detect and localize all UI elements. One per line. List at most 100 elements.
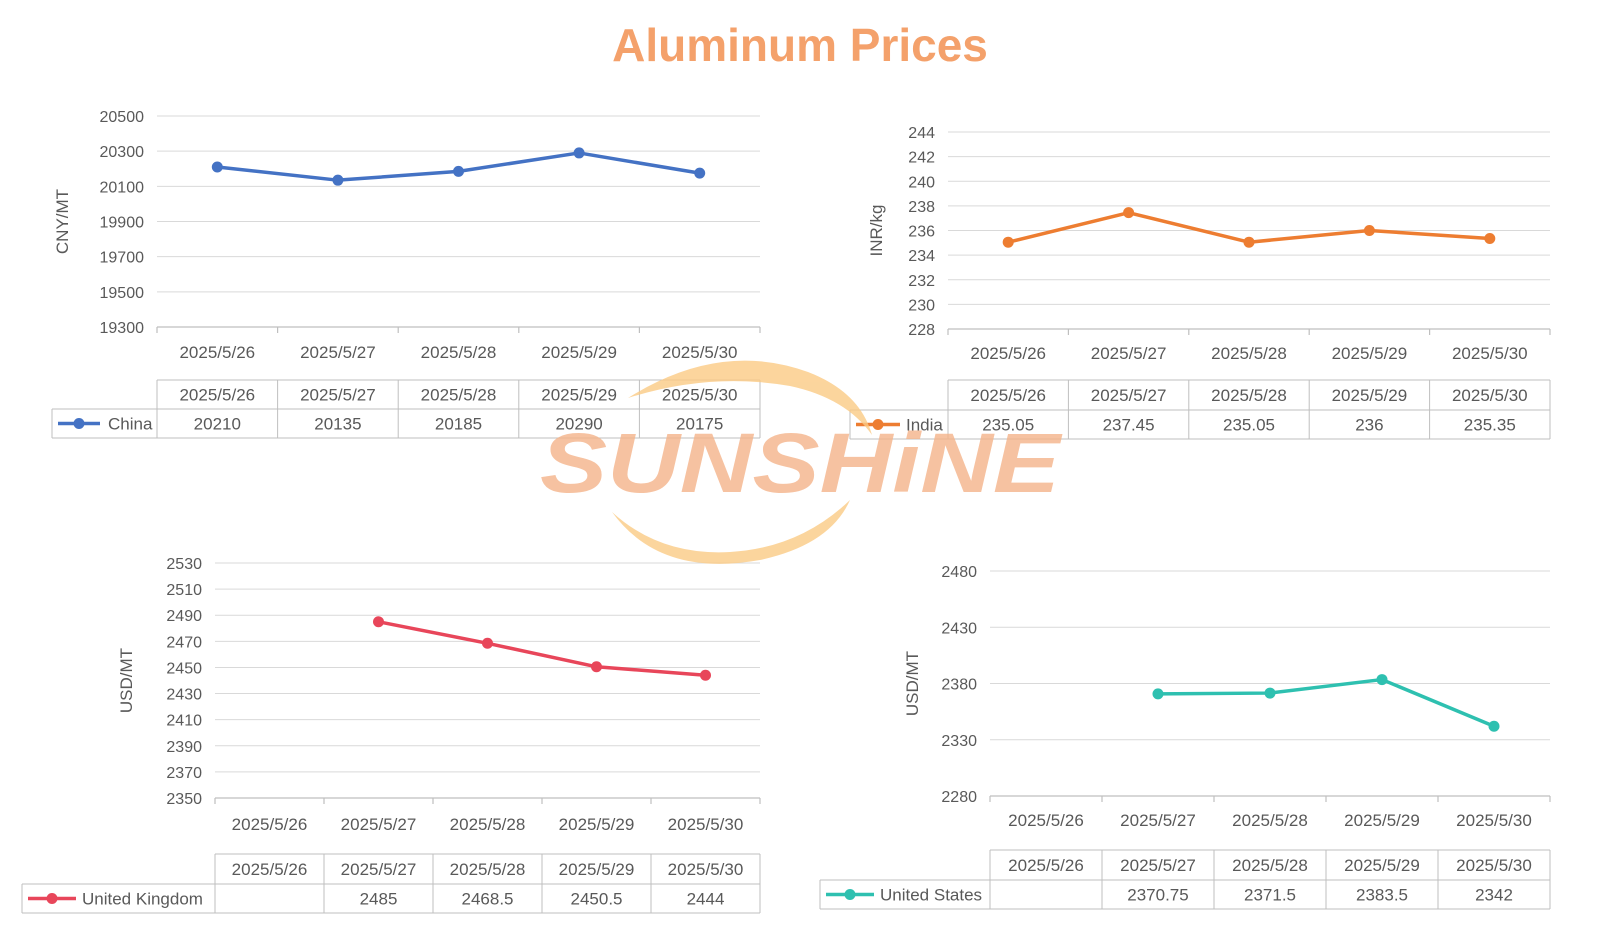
uk-table-value-cell: 2444 <box>687 890 725 909</box>
us-y-tick-label: 2480 <box>941 564 977 581</box>
page-title: Aluminum Prices <box>612 19 988 71</box>
china-data-point <box>573 147 585 159</box>
india-table-value-cell: 237.45 <box>1103 416 1155 435</box>
china-y-axis-label: CNY/MT <box>53 189 72 254</box>
india-y-tick-label: 244 <box>908 125 935 142</box>
india-x-tick-label: 2025/5/29 <box>1332 344 1408 363</box>
uk-legend-marker <box>46 893 58 904</box>
uk-x-tick-label: 2025/5/26 <box>232 815 308 834</box>
uk-data-point <box>700 669 711 681</box>
uk-y-tick-label: 2490 <box>166 608 202 625</box>
china-data-point <box>332 174 344 186</box>
china-y-tick-label: 19700 <box>100 250 145 267</box>
us-data-point <box>1376 674 1388 686</box>
us-data-point <box>1264 687 1276 699</box>
us-table-value-cell: 2370.75 <box>1127 886 1188 905</box>
uk-table-value-cell: 2468.5 <box>462 890 514 909</box>
us-x-tick-label: 2025/5/27 <box>1120 811 1196 830</box>
uk-y-tick-label: 2430 <box>166 687 202 704</box>
us-table-header-cell: 2025/5/30 <box>1456 856 1532 875</box>
china-data-point <box>694 167 706 179</box>
us-y-tick-label: 2430 <box>941 620 977 637</box>
india-table-header-cell: 2025/5/30 <box>1452 386 1528 405</box>
uk-x-tick-label: 2025/5/28 <box>450 815 526 834</box>
china-y-tick-label: 20100 <box>100 179 145 196</box>
india-y-tick-label: 238 <box>908 199 935 216</box>
us-x-tick-label: 2025/5/30 <box>1456 811 1532 830</box>
uk-x-tick-label: 2025/5/29 <box>559 815 635 834</box>
china-y-tick-label: 19500 <box>100 285 145 302</box>
china-x-tick-label: 2025/5/26 <box>179 343 255 362</box>
india-table-header-cell: 2025/5/29 <box>1332 386 1408 405</box>
uk-x-tick-label: 2025/5/30 <box>668 815 744 834</box>
india-y-tick-label: 240 <box>908 174 935 191</box>
uk-y-tick-label: 2410 <box>166 713 202 730</box>
china-table-value-cell: 20210 <box>194 415 241 434</box>
uk-y-tick-label: 2450 <box>166 660 202 677</box>
china-data-point <box>211 161 223 173</box>
china-table-value-cell: 20290 <box>555 415 602 434</box>
us-table-value-cell: 2342 <box>1475 886 1513 905</box>
uk-legend-label: United Kingdom <box>82 890 203 909</box>
china-x-tick-label: 2025/5/28 <box>421 343 497 362</box>
china-y-tick-label: 20500 <box>100 109 145 126</box>
india-y-axis-label: INR/kg <box>867 205 886 257</box>
india-y-tick-label: 234 <box>908 248 935 265</box>
china-y-tick-label: 19900 <box>100 215 145 232</box>
india-table-value-cell: 236 <box>1355 416 1383 435</box>
us-table-header-cell: 2025/5/29 <box>1344 856 1420 875</box>
india-table-value-cell: 235.35 <box>1464 416 1516 435</box>
china-table-header-cell: 2025/5/26 <box>179 386 255 405</box>
china-legend-label: China <box>108 415 153 434</box>
us-table-header-cell: 2025/5/27 <box>1120 856 1196 875</box>
uk-data-point <box>373 616 384 628</box>
uk-data-point <box>591 661 602 673</box>
us-y-tick-label: 2330 <box>941 733 977 750</box>
india-table-header-cell: 2025/5/28 <box>1211 386 1287 405</box>
us-x-tick-label: 2025/5/28 <box>1232 811 1308 830</box>
india-table-value-cell: 235.05 <box>1223 416 1275 435</box>
india-legend-marker <box>872 419 884 430</box>
us-x-tick-label: 2025/5/29 <box>1344 811 1420 830</box>
india-data-point <box>1484 233 1496 245</box>
india-y-tick-label: 242 <box>908 150 935 167</box>
uk-table-value-cell: 2485 <box>360 890 398 909</box>
uk-table-header-cell: 2025/5/27 <box>341 860 417 879</box>
uk-table-header-cell: 2025/5/29 <box>559 860 635 879</box>
us-legend-marker <box>844 889 856 900</box>
india-data-point <box>1363 225 1375 236</box>
us-series-line <box>1157 677 1495 728</box>
uk-x-tick-label: 2025/5/27 <box>341 815 417 834</box>
uk-data-point <box>482 637 493 649</box>
china-x-tick-label: 2025/5/29 <box>541 343 617 362</box>
china-table-value-cell: 20135 <box>314 415 361 434</box>
china-x-tick-label: 2025/5/30 <box>662 343 738 362</box>
uk-table-header-cell: 2025/5/26 <box>232 860 308 879</box>
india-table-header-cell: 2025/5/26 <box>970 386 1046 405</box>
india-legend-label: India <box>906 416 943 435</box>
india-data-point <box>1123 207 1135 219</box>
india-table-header-cell: 2025/5/27 <box>1091 386 1167 405</box>
china-data-point <box>453 165 464 177</box>
us-table-header-cell: 2025/5/28 <box>1232 856 1308 875</box>
us-legend-label: United States <box>880 886 982 905</box>
india-y-tick-label: 228 <box>908 322 935 339</box>
china-table-header-cell: 2025/5/27 <box>300 386 376 405</box>
uk-y-tick-label: 2530 <box>166 556 202 573</box>
us-table-header-cell: 2025/5/26 <box>1008 856 1084 875</box>
india-x-tick-label: 2025/5/26 <box>970 344 1046 363</box>
us-data-point <box>1152 688 1164 700</box>
china-table-header-cell: 2025/5/29 <box>541 386 617 405</box>
us-x-tick-label: 2025/5/26 <box>1008 811 1084 830</box>
india-data-point <box>1002 236 1014 248</box>
india-y-tick-label: 236 <box>908 224 935 241</box>
china-table-value-cell: 20185 <box>435 415 482 434</box>
india-y-tick-label: 230 <box>908 297 935 314</box>
uk-table-header-cell: 2025/5/30 <box>668 860 744 879</box>
us-y-tick-label: 2380 <box>941 677 977 694</box>
india-x-tick-label: 2025/5/28 <box>1211 344 1287 363</box>
us-table-value-cell: 2371.5 <box>1244 886 1296 905</box>
china-legend-marker <box>73 418 85 429</box>
